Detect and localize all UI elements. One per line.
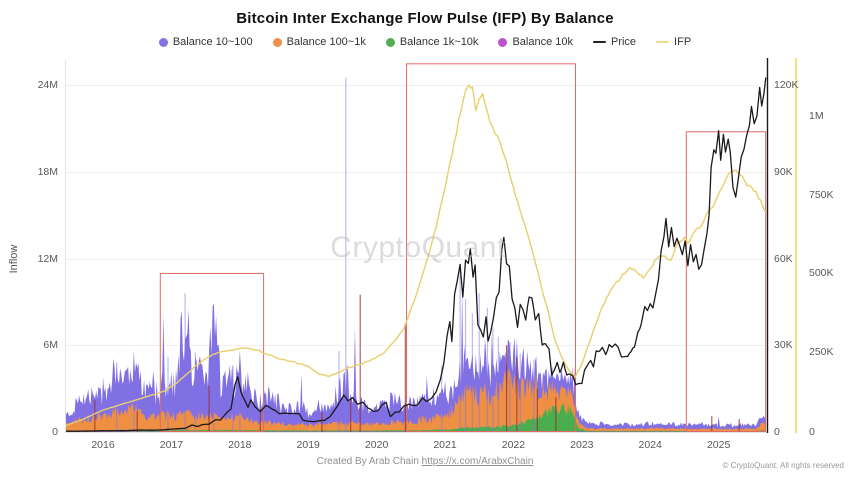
left-axis-tick: 6M [43,339,58,352]
legend-dot-icon [158,37,168,47]
legend: Balance 10~100 Balance 100~1k Balance 1k~1… [0,36,850,48]
footer-credit-link[interactable]: https://x.com/ArabxChain [421,456,534,467]
legend-item-ifp[interactable]: IFP [656,36,691,48]
x-axis-tick: 2017 [159,439,184,451]
x-axis-tick: 2022 [501,439,526,451]
x-axis-tick: 2025 [706,439,731,451]
footer-credit-text: Created By Arab Chain [316,456,422,467]
footer-copyright: © CryptoQuant. All rights reserved [722,461,845,470]
left-axis-tick: 0 [52,426,58,438]
x-axis-tick: 2024 [638,439,662,451]
x-axis-tick: 2020 [364,439,389,451]
x-axis-tick: 2016 [91,439,115,451]
ifp-axis-tick: 500K [809,267,834,279]
left-axis-tick: 24M [37,79,58,91]
x-axis-tick: 2019 [296,439,320,451]
legend-item-label: IFP [674,36,692,48]
legend-dot-icon [498,37,508,47]
legend-item-balance-100-1k[interactable]: Balance 100~1k [272,36,366,48]
price-axis-tick: 30K [774,339,793,352]
ifp-axis-tick: 250K [809,345,834,358]
legend-line-icon [592,41,606,43]
x-axis-tick: 2023 [570,439,594,451]
ifp-axis-tick: 1M [809,110,824,122]
left-axis-tick: 12M [37,252,58,265]
x-axis-tick: 2018 [228,439,252,451]
legend-item-balance-10-100[interactable]: Balance 10~100 [158,36,253,48]
legend-item-label: Balance 100~1k [286,36,366,48]
ifp-axis-tick: 0 [809,426,815,438]
legend-item-label: Price [610,36,637,48]
legend-item-price[interactable]: Price [592,36,637,48]
price-axis-tick: 120K [774,79,799,91]
page-title: Bitcoin Inter Exchange Flow Pulse (IFP) … [236,10,614,27]
legend-item-balance-10k[interactable]: Balance 10k [498,36,573,48]
legend-line-icon [656,41,670,43]
ifp-axis-tick: 750K [809,188,834,201]
legend-item-label: Balance 1k~10k [399,36,479,48]
legend-item-balance-1k-10k[interactable]: Balance 1k~10k [385,36,479,48]
legend-item-label: Balance 10~100 [172,36,253,48]
legend-item-label: Balance 10k [512,36,573,48]
legend-dot-icon [272,37,282,47]
price-axis-tick: 60K [774,252,793,265]
footer-credit: Created By Arab Chain https://x.com/Arab… [0,456,850,467]
left-axis-tick: 18M [37,165,58,178]
price-axis-tick: 90K [774,165,793,178]
price-axis-tick: 0 [774,426,780,438]
x-axis-tick: 2021 [433,439,457,451]
legend-dot-icon [385,37,395,47]
